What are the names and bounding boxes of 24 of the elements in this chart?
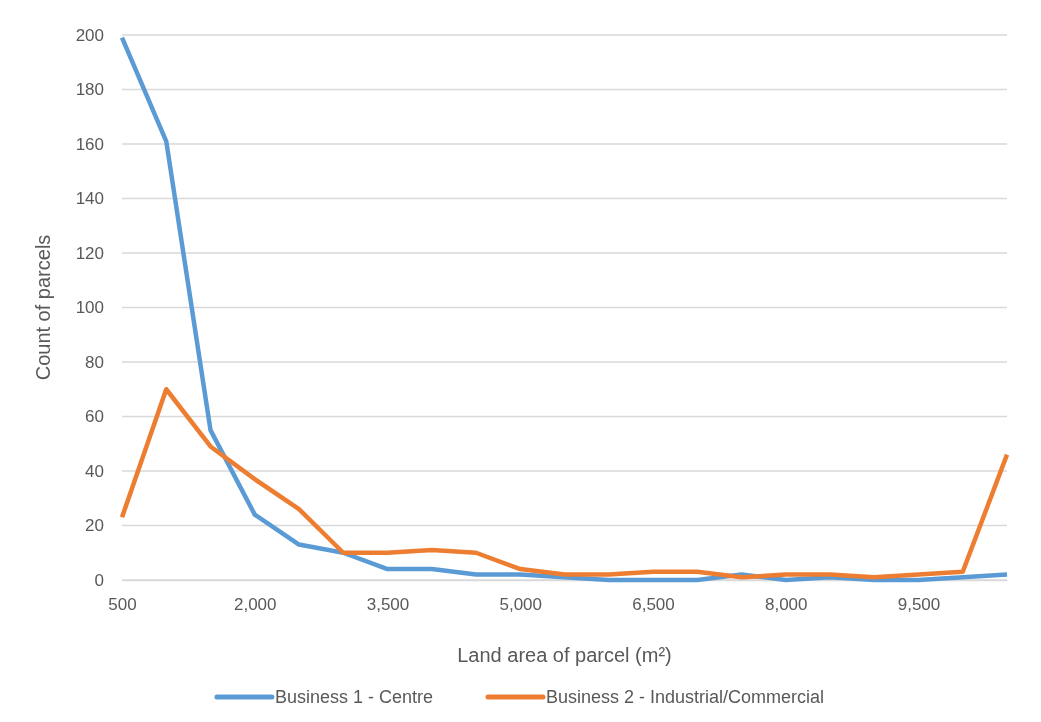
y-tick-label: 200 [75, 25, 104, 45]
y-tick-label: 100 [75, 298, 104, 318]
line-series [119, 35, 1010, 583]
x-axis-title: Land area of parcel (m²) [457, 644, 672, 666]
x-tick-label: 8,000 [764, 595, 808, 615]
y-tick-label: 40 [85, 461, 104, 481]
y-tick-label: 60 [85, 407, 104, 427]
line-series [119, 387, 1010, 580]
legend-label: Business 2 - Industrial/Commercial [545, 687, 825, 707]
y-tick-label: 140 [75, 189, 104, 209]
y-tick-label: 20 [85, 516, 104, 536]
x-tick-label: 6,500 [632, 595, 675, 615]
x-tick-label: 9,500 [897, 595, 941, 615]
legend-label: Business 1 - Centre [274, 687, 433, 707]
x-tick-label: 5,000 [499, 595, 543, 615]
y-tick-label: 160 [75, 134, 104, 154]
x-tick-label: 500 [108, 595, 137, 615]
y-tick-label: 0 [94, 570, 104, 590]
x-tick-label: 2,000 [233, 595, 277, 615]
x-tick-label: 3,500 [366, 595, 410, 615]
y-tick-label: 80 [85, 352, 104, 372]
y-axis-title: Count of parcels [32, 234, 54, 381]
y-tick-label: 180 [75, 80, 104, 100]
y-tick-label: 120 [75, 243, 104, 263]
